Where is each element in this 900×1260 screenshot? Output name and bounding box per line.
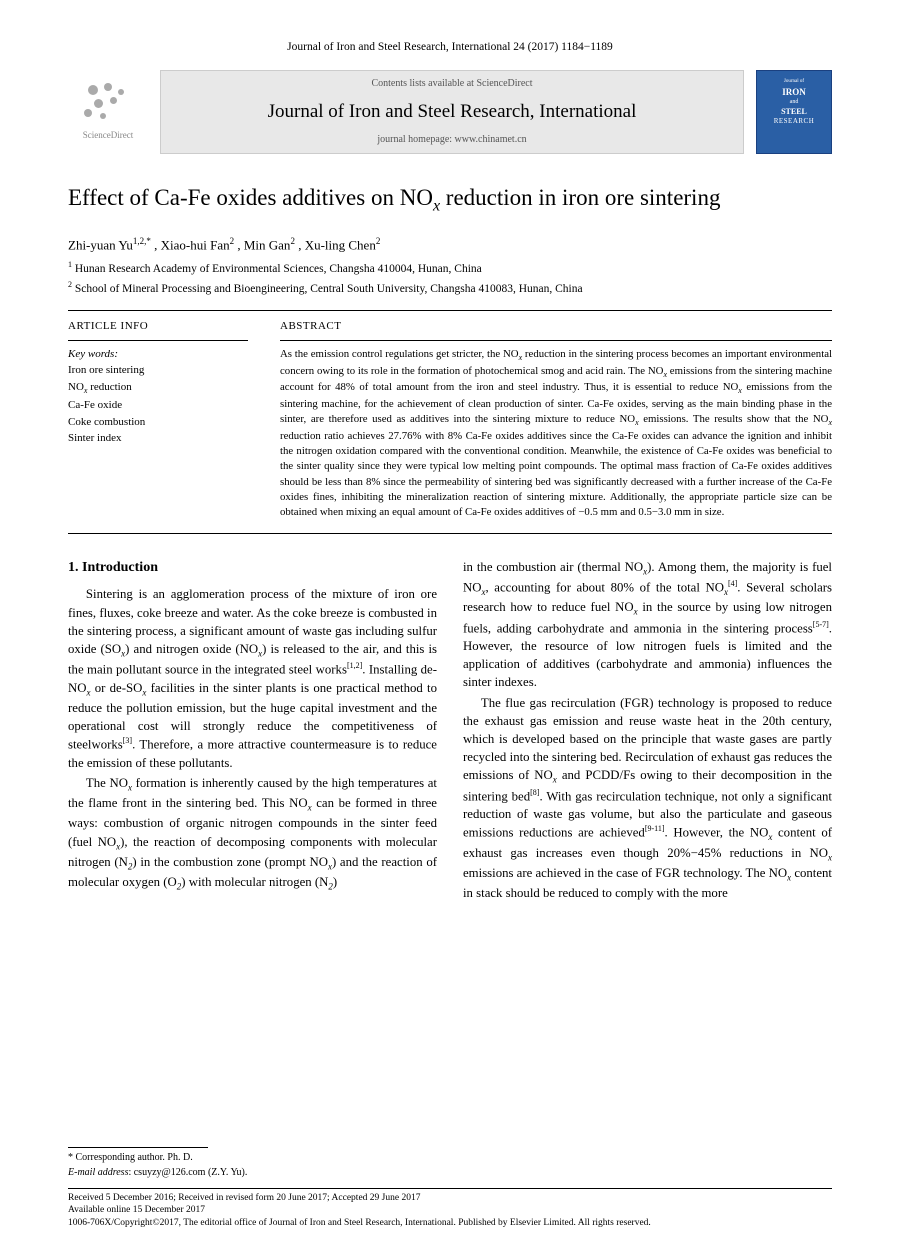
abstract-block: ABSTRACT As the emission control regulat… [280,319,832,521]
author-4: Xu-ling Chen [305,238,376,253]
cover-and: and [761,99,827,107]
masthead: ScienceDirect Contents lists available a… [68,70,832,154]
cover-iron: IRON [761,87,827,99]
sciencedirect-logo: ScienceDirect [68,70,148,154]
sep: , [295,238,305,253]
col-left: 1. Introduction Sintering is an agglomer… [68,558,437,905]
keyword-item: Ca-Fe oxide [68,397,248,414]
article-title: Effect of Ca-Fe oxides additives on NOx … [68,182,832,218]
sep: , [151,238,161,253]
online-line: Available online 15 December 2017 [68,1204,832,1217]
affil1-text: Hunan Research Academy of Environmental … [72,262,482,274]
received-line: Received 5 December 2016; Received in re… [68,1192,832,1205]
info-block: ARTICLE INFO Key words: Iron ore sinteri… [68,319,832,521]
article-info-head: ARTICLE INFO [68,319,248,334]
author-1-sup: 1,2,* [133,236,151,246]
affiliation-2: 2 School of Mineral Processing and Bioen… [68,279,832,298]
contents-line: Contents lists available at ScienceDirec… [371,77,532,91]
author-3: Min Gan [244,238,291,253]
rule-top [68,310,832,311]
email-label: E-mail address [68,1167,128,1178]
copyright-line: 1006-706X/Copyright©2017, The editorial … [68,1217,832,1230]
sd-label: ScienceDirect [83,129,133,141]
article-info: ARTICLE INFO Key words: Iron ore sinteri… [68,319,248,521]
sep: , [234,238,244,253]
body-columns: 1. Introduction Sintering is an agglomer… [68,558,832,905]
keyword-item: Coke combustion [68,414,248,431]
rule-info-right [280,340,832,341]
cover-thumbnail: Journal of IRON and STEEL RESEARCH [756,70,832,154]
rule-info-left [68,340,248,341]
para-3: in the combustion air (thermal NOx). Amo… [463,558,832,692]
email-value: : csuyzy@126.com (Z.Y. Yu). [128,1167,247,1178]
cover-research: RESEARCH [761,117,827,126]
cover-journal: Journal of [761,79,827,86]
abstract-head: ABSTRACT [280,319,832,334]
col-right: in the combustion air (thermal NOx). Amo… [463,558,832,905]
authors: Zhi-yuan Yu1,2,* , Xiao-hui Fan 2 , Min G… [68,235,832,254]
title-pre: Effect of Ca-Fe oxides additives on NO [68,185,433,210]
keyword-item: Sinter index [68,430,248,447]
abstract-text: As the emission control regulations get … [280,347,832,520]
affiliation-1: 1 Hunan Research Academy of Environmenta… [68,259,832,278]
keyword-item: NOx reduction [68,379,248,397]
para-1: Sintering is an agglomeration process of… [68,585,437,771]
footer: * Corresponding author. Ph. D. E-mail ad… [68,1147,832,1230]
section-1-head: 1. Introduction [68,558,437,578]
keywords-list: Iron ore sinteringNOx reductionCa-Fe oxi… [68,362,248,446]
rule-bottom [68,533,832,534]
email: E-mail address: csuyzy@126.com (Z.Y. Yu)… [68,1166,832,1180]
author-2: Xiao-hui Fan [161,238,230,253]
author-1: Zhi-yuan Yu [68,238,133,253]
affil2-text: School of Mineral Processing and Bioengi… [72,283,583,295]
running-head: Journal of Iron and Steel Research, Inte… [68,40,832,56]
footer-rule-full [68,1188,832,1189]
title-sub: x [433,197,440,214]
author-4-sup: 2 [376,236,381,246]
journal-banner: Contents lists available at ScienceDirec… [160,70,744,154]
title-post: reduction in iron ore sintering [440,185,720,210]
journal-name: Journal of Iron and Steel Research, Inte… [268,99,637,125]
para-2: The NOx formation is inherently caused b… [68,774,437,894]
footer-rule-short [68,1147,208,1148]
para-4: The flue gas recirculation (FGR) technol… [463,694,832,903]
homepage-line: journal homepage: www.chinamet.cn [377,133,526,147]
corresponding: * Corresponding author. Ph. D. [68,1151,832,1165]
keyword-item: Iron ore sintering [68,362,248,379]
keywords-label: Key words: [68,347,248,362]
sd-dots-icon [84,83,132,123]
cover-steel: STEEL [761,107,827,117]
